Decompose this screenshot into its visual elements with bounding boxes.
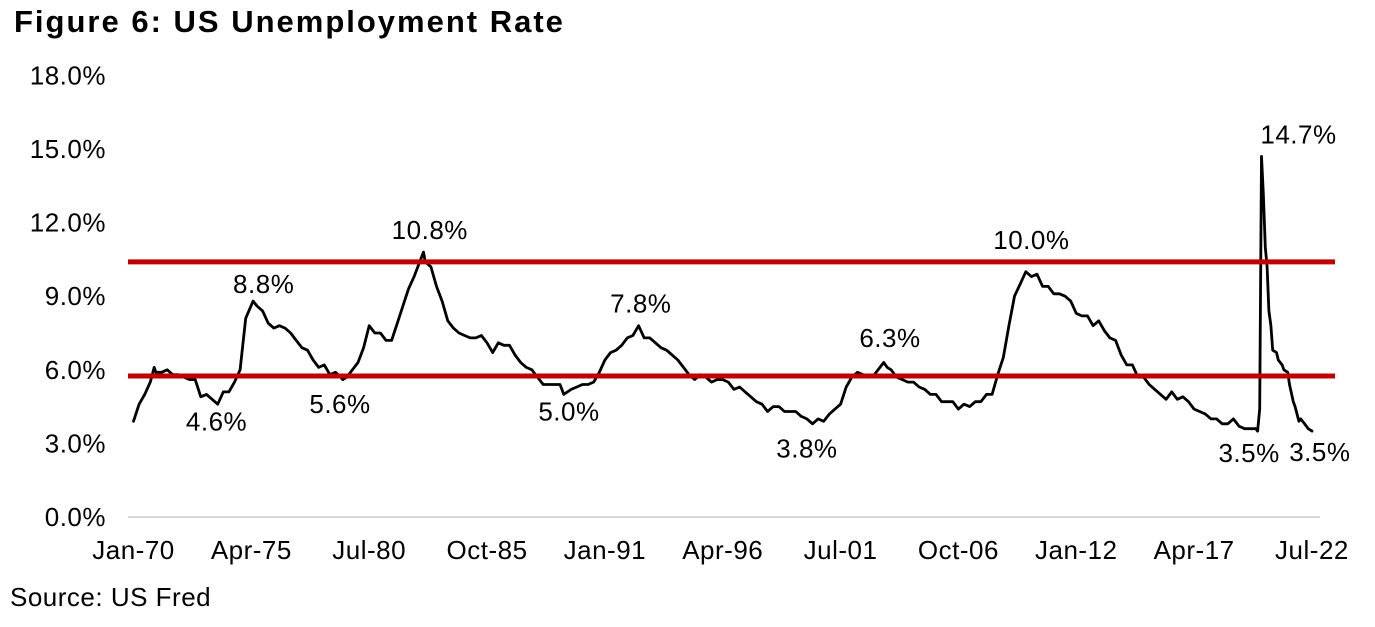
- x-tick-label: Jan-70: [92, 535, 175, 565]
- x-tick-label: Oct-06: [918, 535, 999, 565]
- chart-title: Figure 6: US Unemployment Rate: [14, 4, 565, 39]
- y-tick-label: 18.0%: [30, 60, 106, 90]
- y-tick-label: 15.0%: [30, 134, 106, 164]
- x-tick-label: Jan-12: [1035, 535, 1118, 565]
- y-tick-label: 12.0%: [30, 208, 106, 238]
- y-tick-label: 6.0%: [45, 355, 106, 385]
- data-label: 14.7%: [1260, 119, 1336, 149]
- data-label: 4.6%: [186, 406, 247, 436]
- x-tick-label: Apr-17: [1154, 535, 1235, 565]
- y-tick-label: 0.0%: [45, 502, 106, 532]
- x-tick-label: Jul-80: [332, 535, 406, 565]
- y-tick-label: 3.0%: [45, 428, 106, 458]
- x-tick-label: Jan-91: [564, 535, 647, 565]
- data-label: 3.5%: [1289, 437, 1350, 467]
- x-tick-label: Jul-01: [804, 535, 878, 565]
- chart-source: Source: US Fred: [10, 582, 212, 612]
- y-tick-label: 9.0%: [45, 281, 106, 311]
- data-label: 5.0%: [538, 397, 599, 427]
- data-label: 3.5%: [1218, 438, 1279, 468]
- data-label: 10.0%: [993, 225, 1069, 255]
- data-label: 3.8%: [776, 433, 837, 463]
- data-label: 5.6%: [309, 389, 370, 419]
- data-label: 6.3%: [859, 323, 920, 353]
- x-axis-labels: Jan-70 Apr-75 Jul-80 Oct-85 Jan-91 Apr-96 Jul-…: [92, 535, 1349, 565]
- data-label: 7.8%: [610, 289, 671, 319]
- data-label: 10.8%: [392, 215, 468, 245]
- x-tick-label: Oct-85: [447, 535, 528, 565]
- data-label: 8.8%: [233, 269, 294, 299]
- x-tick-label: Jul-22: [1275, 535, 1349, 565]
- x-tick-label: Apr-96: [682, 535, 763, 565]
- y-axis-labels: 18.0% 15.0% 12.0% 9.0% 6.0% 3.0% 0.0%: [30, 60, 106, 532]
- x-tick-label: Apr-75: [211, 535, 292, 565]
- data-labels: 4.6% 8.8% 5.6% 10.8% 5.0% 7.8% 3.8% 6.3% 10.0% 14…: [186, 119, 1350, 468]
